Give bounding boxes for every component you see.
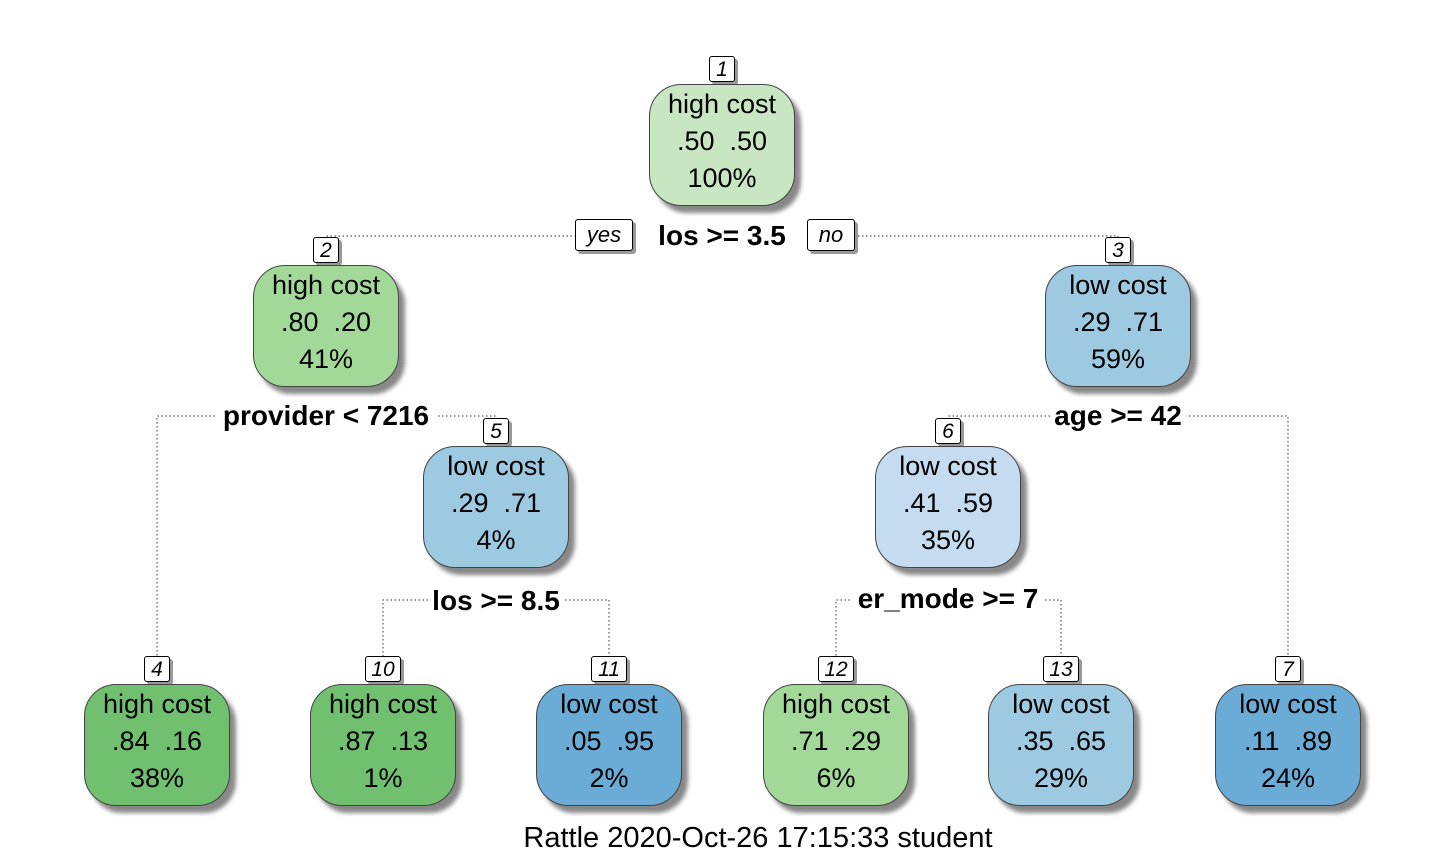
node-6-class: low cost (899, 451, 997, 481)
node-6-pct: 35% (920, 525, 976, 555)
node-5-number: 5 (483, 418, 509, 444)
node-5: low cost .29 .71 4% (423, 446, 569, 568)
node-11: low cost .05 .95 2% (536, 684, 682, 806)
node-13-class: low cost (1012, 689, 1110, 719)
node-7-class: low cost (1239, 689, 1337, 719)
node-11-number: 11 (591, 656, 627, 682)
node-2-pct: 41% (298, 344, 354, 374)
node-5-probs: .29 .71 (450, 488, 542, 518)
node-12-class: high cost (781, 689, 891, 719)
node-4-probs: .84 .16 (111, 726, 203, 756)
node-13-probs: .35 .65 (1015, 726, 1107, 756)
node-7-pct: 24% (1260, 763, 1316, 793)
node-10-pct: 1% (363, 763, 403, 793)
node-3-pct: 59% (1090, 344, 1146, 374)
split-node2: provider < 7216 (218, 399, 434, 433)
node-12-probs: .71 .29 (790, 726, 882, 756)
node-3-probs: .29 .71 (1072, 307, 1164, 337)
edge-1-2 (325, 235, 600, 252)
node-3-class: low cost (1069, 270, 1167, 300)
edge-6-13 (1045, 599, 1062, 660)
node-10-class: high cost (328, 689, 438, 719)
node-10: high cost .87 .13 1% (310, 684, 456, 806)
node-4-number: 4 (144, 656, 170, 682)
edge-5-10 (382, 599, 428, 660)
node-2-class: high cost (271, 270, 381, 300)
node-6: low cost .41 .59 35% (875, 446, 1021, 568)
node-11-pct: 2% (589, 763, 629, 793)
split-root: los >= 3.5 (654, 219, 790, 253)
edge-1-3 (850, 235, 1119, 252)
node-2-number: 2 (313, 237, 339, 263)
node-12-number: 12 (818, 656, 854, 682)
node-1-class: high cost (667, 89, 777, 119)
split-node5: los >= 8.5 (428, 584, 564, 618)
node-3: low cost .29 .71 59% (1045, 265, 1191, 387)
node-7: low cost .11 .89 24% (1215, 684, 1361, 806)
node-11-class: low cost (560, 689, 658, 719)
node-2-probs: .80 .20 (280, 307, 372, 337)
yes-label: yes (575, 219, 633, 251)
edge-2-4 (156, 415, 215, 660)
caption: Rattle 2020-Oct-26 17:15:33 student (523, 822, 993, 854)
node-1-number: 1 (709, 56, 735, 82)
edge-5-11 (565, 599, 610, 660)
node-4-class: high cost (102, 689, 212, 719)
node-13-number: 13 (1043, 656, 1079, 682)
node-5-pct: 4% (476, 525, 516, 555)
node-13-pct: 29% (1033, 763, 1089, 793)
edge-3-6 (947, 415, 1050, 432)
split-node6: er_mode >= 7 (853, 582, 1043, 616)
node-7-probs: .11 .89 (1243, 726, 1333, 756)
node-12: high cost .71 .29 6% (763, 684, 909, 806)
node-2: high cost .80 .20 41% (253, 265, 399, 387)
node-3-number: 3 (1105, 237, 1131, 263)
node-1: high cost .50 .50 100% (649, 84, 795, 206)
node-1-pct: 100% (687, 163, 757, 193)
node-4-pct: 38% (129, 763, 185, 793)
node-4: high cost .84 .16 38% (84, 684, 230, 806)
no-label: no (807, 219, 855, 251)
node-12-pct: 6% (816, 763, 856, 793)
node-11-probs: .05 .95 (563, 726, 655, 756)
node-13: low cost .35 .65 29% (988, 684, 1134, 806)
node-6-number: 6 (935, 418, 961, 444)
node-1-probs: .50 .50 (676, 126, 768, 156)
node-10-probs: .87 .13 (337, 726, 429, 756)
split-node3: age >= 42 (1050, 399, 1186, 433)
node-6-probs: .41 .59 (902, 488, 994, 518)
node-5-class: low cost (447, 451, 545, 481)
edge-3-7 (1185, 415, 1289, 660)
edge-6-12 (835, 599, 850, 660)
node-7-number: 7 (1275, 656, 1301, 682)
node-10-number: 10 (365, 656, 401, 682)
